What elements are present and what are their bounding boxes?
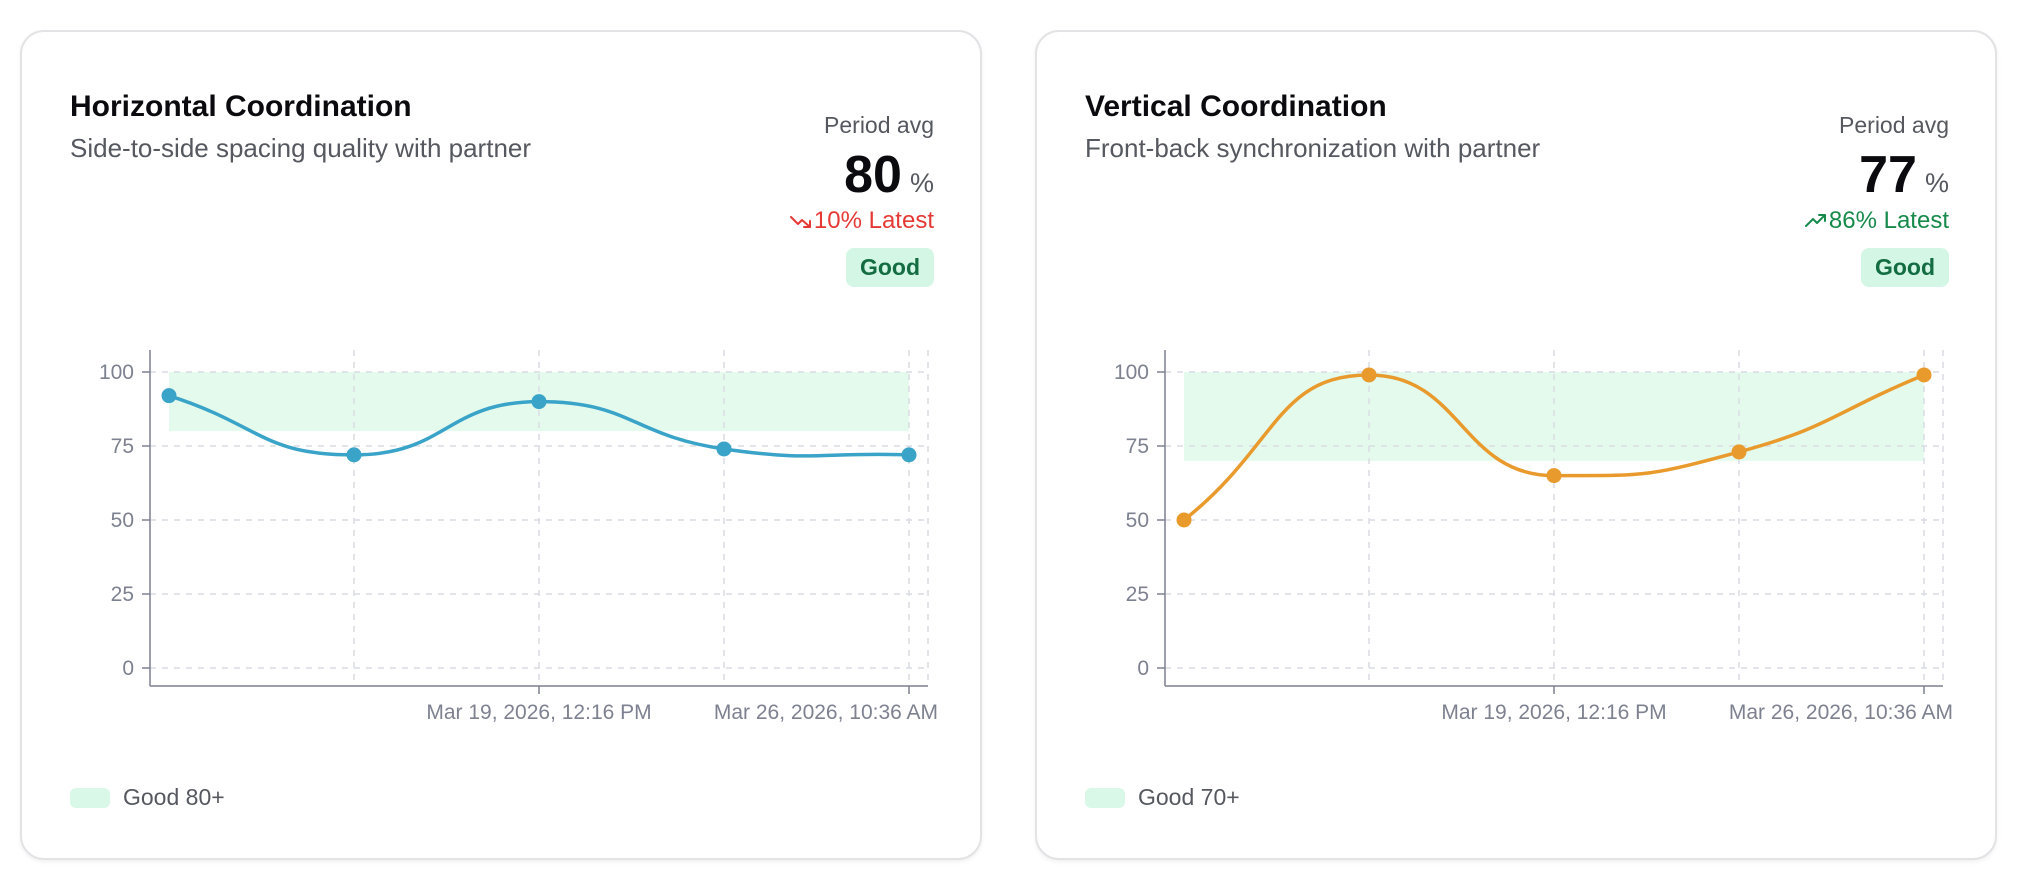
y-tick-label: 50: [111, 509, 134, 532]
stats-block: Period avg 77% 86% Latest Good: [1804, 82, 1949, 287]
avg-unit: %: [909, 168, 934, 198]
y-tick-label: 0: [1137, 657, 1149, 680]
trend-row: 86% Latest: [1804, 207, 1949, 234]
legend-label: Good 80+: [123, 784, 225, 810]
period-avg-label: Period avg: [1839, 112, 1949, 138]
avg-value: 77: [1859, 146, 1917, 204]
legend-swatch: [70, 787, 110, 808]
x-tick-label: Mar 19, 2026, 12:16 PM: [1441, 701, 1666, 724]
chart-legend: Good 70+: [1085, 784, 1240, 811]
vertical-coordination-chart: 0 25 50 75 100 Mar 19, 2026, 12:16 PM Mar 26, …: [1114, 350, 1953, 724]
data-point: [1176, 512, 1192, 528]
data-point: [716, 441, 732, 457]
trend-up-icon: [1804, 210, 1827, 234]
legend-label: Good 70+: [1138, 784, 1240, 810]
y-tick-label: 100: [99, 361, 134, 384]
y-tick-label: 25: [111, 583, 134, 606]
trend-down-icon: [789, 210, 812, 234]
y-tick-label: 50: [1126, 509, 1149, 532]
x-tick-label: Mar 26, 2026, 10:36 AM: [714, 701, 938, 724]
data-point: [531, 394, 547, 410]
avg-row: 80%: [790, 149, 934, 201]
avg-unit: %: [1924, 168, 1949, 198]
data-point: [1916, 367, 1932, 383]
data-point: [901, 447, 917, 463]
trend-row: 10% Latest: [789, 207, 934, 234]
card-subtitle: Side-to-side spacing quality with partne…: [70, 133, 532, 163]
y-tick-label: 0: [122, 657, 134, 680]
card-title: Horizontal Coordination: [70, 90, 412, 123]
horizontal-coordination-card: Horizontal Coordination Side-to-side spa…: [20, 30, 982, 860]
data-point: [1546, 468, 1562, 484]
trend-text: 86% Latest: [1828, 207, 1949, 234]
series-line: [1182, 373, 1925, 522]
status-badge: Good: [845, 247, 934, 287]
x-tick-label: Mar 26, 2026, 10:36 AM: [1729, 701, 1953, 724]
status-badge: Good: [1860, 247, 1949, 287]
period-avg-label: Period avg: [824, 112, 934, 138]
trend-text: 10% Latest: [813, 207, 934, 234]
x-tick-label: Mar 19, 2026, 12:16 PM: [426, 701, 651, 724]
legend-swatch: [1085, 787, 1125, 808]
y-tick-label: 75: [111, 435, 134, 458]
data-point: [346, 447, 362, 463]
data-point: [1361, 367, 1377, 383]
chart-legend: Good 80+: [70, 784, 225, 811]
horizontal-coordination-chart: 0 25 50 75 100 Mar 19, 2026, 12:16 PM Mar 26, …: [99, 350, 938, 724]
y-tick-label: 100: [1114, 361, 1149, 384]
data-point: [161, 388, 177, 404]
card-title: Vertical Coordination: [1085, 90, 1387, 123]
stats-block: Period avg 80% 10% Latest Good: [789, 82, 934, 287]
data-point: [1731, 444, 1747, 460]
y-tick-label: 25: [1126, 583, 1149, 606]
avg-value: 80: [844, 146, 902, 204]
vertical-coordination-card: Vertical Coordination Front-back synchro…: [1035, 30, 1997, 860]
avg-row: 77%: [1805, 149, 1949, 201]
y-tick-label: 75: [1126, 435, 1149, 458]
card-subtitle: Front-back synchronization with partner: [1085, 133, 1541, 163]
